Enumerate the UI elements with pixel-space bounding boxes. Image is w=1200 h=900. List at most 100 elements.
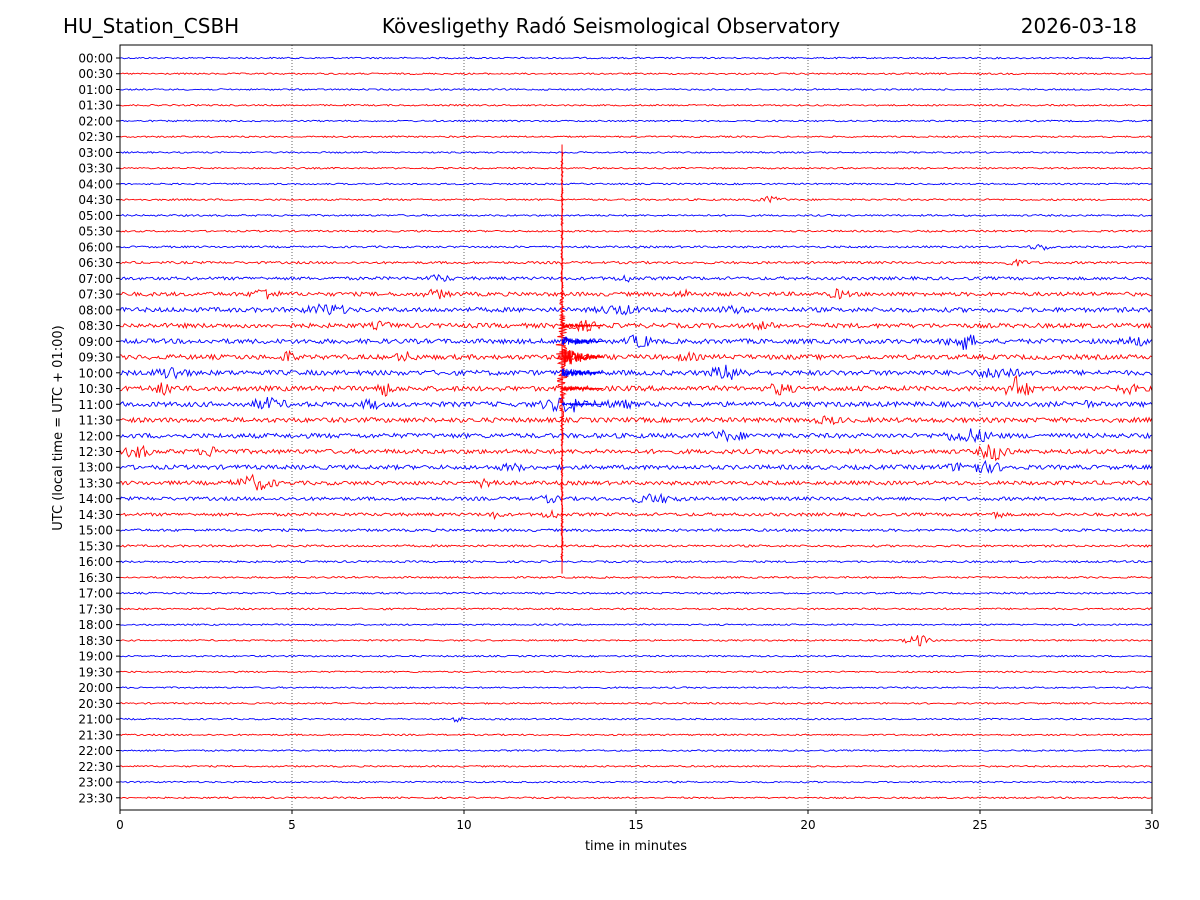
trace-1230 [119, 444, 1153, 462]
y-tick-label: 09:30 [78, 351, 113, 365]
trace-0700 [119, 273, 1153, 283]
y-tick-label: 03:30 [78, 162, 113, 176]
trace-1730 [119, 607, 1153, 611]
vertical-gridlines [291, 45, 981, 810]
y-tick-label: 11:00 [78, 398, 113, 412]
trace-0330 [119, 166, 1153, 170]
trace-0630 [119, 258, 1153, 267]
y-tick-label: 21:00 [78, 713, 113, 727]
y-tick-label: 20:30 [78, 697, 113, 711]
trace-0500 [119, 213, 1153, 217]
trace-1300 [119, 459, 1153, 474]
trace-1530 [119, 544, 1153, 548]
y-tick-label: 06:30 [78, 256, 113, 270]
y-tick-label: 04:00 [78, 177, 113, 191]
seismogram-traces [119, 56, 1153, 800]
trace-2330 [119, 796, 1153, 800]
trace-1400 [119, 492, 1153, 504]
y-tick-label: 08:30 [78, 319, 113, 333]
quake-coda [561, 348, 604, 365]
quake-coda [561, 323, 604, 329]
trace-0030 [119, 72, 1153, 76]
y-tick-label: 14:00 [78, 492, 113, 506]
y-tick-label: 22:30 [78, 760, 113, 774]
trace-0000 [119, 56, 1153, 60]
trace-1500 [119, 528, 1153, 533]
trace-0200 [119, 119, 1153, 123]
y-tick-label: 12:30 [78, 445, 113, 459]
y-tick-label: 18:00 [78, 618, 113, 632]
trace-0400 [119, 182, 1153, 186]
quake-coda [561, 368, 604, 377]
y-tick-label: 17:00 [78, 587, 113, 601]
y-tick-label: 10:30 [78, 382, 113, 396]
y-tick-label: 16:00 [78, 555, 113, 569]
y-tick-label: 03:00 [78, 146, 113, 160]
y-tick-label: 05:00 [78, 209, 113, 223]
trace-1930 [119, 670, 1153, 674]
y-tick-label: 08:00 [78, 303, 113, 317]
y-tick-label: 17:30 [78, 602, 113, 616]
trace-2230 [119, 764, 1153, 768]
y-tick-label: 19:00 [78, 650, 113, 664]
trace-2200 [119, 749, 1153, 753]
y-tick-label: 00:30 [78, 67, 113, 81]
trace-0530 [119, 229, 1153, 233]
x-tick-label: 25 [972, 818, 987, 832]
trace-0830 [119, 319, 1153, 333]
y-tick-label: 23:00 [78, 776, 113, 790]
trace-0730 [119, 288, 1153, 300]
trace-2100 [119, 716, 1153, 723]
quake-coda [561, 385, 604, 392]
x-tick-label: 15 [628, 818, 643, 832]
x-axis-label: time in minutes [585, 839, 687, 854]
x-tick-label: 10 [456, 818, 471, 832]
y-tick-label: 14:30 [78, 508, 113, 522]
y-tick-label: 15:00 [78, 524, 113, 538]
y-axis-label: UTC (local time = UTC + 01:00) [51, 325, 66, 530]
trace-2130 [119, 733, 1153, 737]
x-tick-label: 5 [288, 818, 296, 832]
chart-date: 2026-03-18 [1020, 14, 1137, 38]
y-tick-label: 02:30 [78, 130, 113, 144]
trace-0900 [119, 334, 1153, 351]
y-tick-label: 12:00 [78, 429, 113, 443]
x-axis-ticks: 0 5 10 15 20 25 30 [116, 810, 1160, 832]
trace-0130 [119, 103, 1153, 107]
y-tick-label: 02:00 [78, 114, 113, 128]
y-tick-label: 07:30 [78, 288, 113, 302]
trace-1030 [119, 375, 1153, 397]
trace-1700 [119, 591, 1153, 595]
trace-0100 [119, 88, 1153, 91]
y-tick-label: 18:30 [78, 634, 113, 648]
trace-1100 [119, 396, 1153, 413]
trace-0930 [119, 349, 1153, 363]
trace-1000 [119, 364, 1153, 380]
y-tick-label: 19:30 [78, 665, 113, 679]
y-tick-label: 04:30 [78, 193, 113, 207]
y-tick-label: 21:30 [78, 728, 113, 742]
trace-2000 [119, 686, 1153, 689]
y-tick-label: 07:00 [78, 272, 113, 286]
y-tick-label: 10:00 [78, 366, 113, 380]
y-tick-label: 09:00 [78, 335, 113, 349]
trace-1430 [119, 508, 1153, 521]
y-tick-label: 16:30 [78, 571, 113, 585]
y-tick-label: 20:00 [78, 681, 113, 695]
trace-0600 [119, 244, 1153, 251]
y-tick-label: 00:00 [78, 52, 113, 66]
trace-2300 [119, 780, 1153, 784]
y-tick-label: 13:00 [78, 461, 113, 475]
trace-1830 [119, 635, 1153, 647]
trace-1900 [119, 654, 1153, 658]
trace-1130 [119, 415, 1153, 426]
y-tick-label: 05:30 [78, 225, 113, 239]
y-tick-label: 13:30 [78, 476, 113, 490]
y-tick-label: 01:00 [78, 83, 113, 97]
y-tick-label: 11:30 [78, 414, 113, 428]
trace-0230 [119, 135, 1153, 139]
y-tick-label: 23:30 [78, 791, 113, 805]
trace-1630 [119, 575, 1153, 579]
